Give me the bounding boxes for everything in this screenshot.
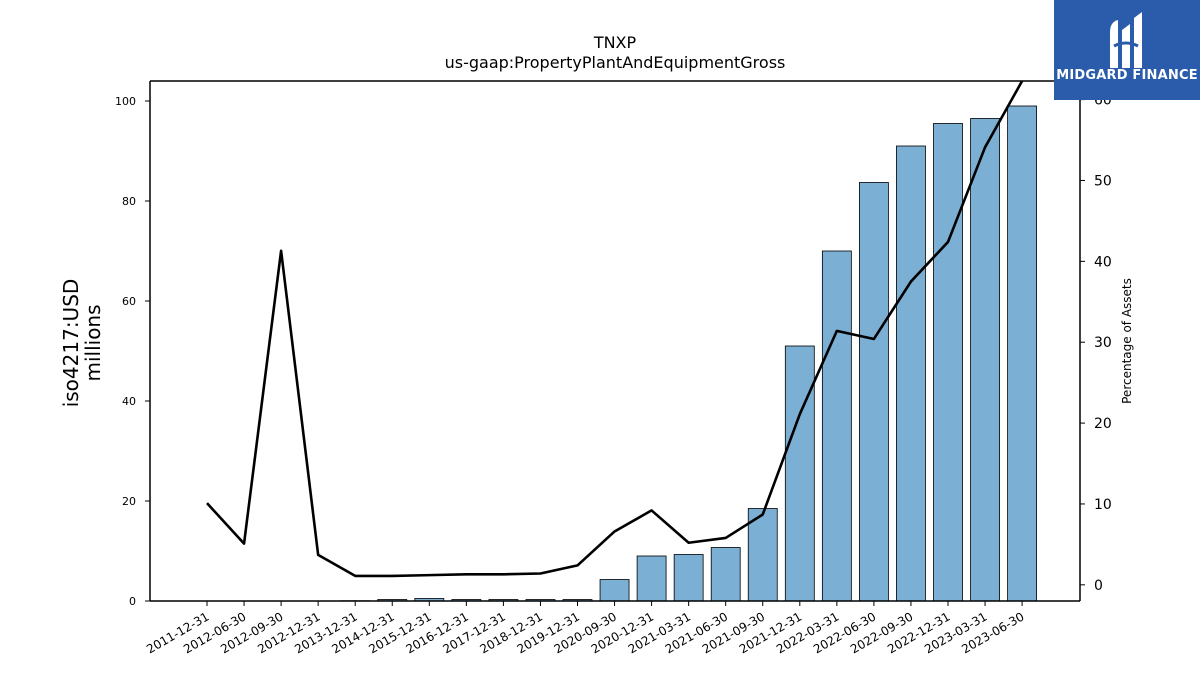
y-right-tick-label: 10 xyxy=(1094,497,1112,513)
percentage-of-assets-line xyxy=(206,80,1024,578)
brand-name: MIDGARD FINANCE xyxy=(1056,68,1198,83)
y-axis-left-label: iso4217:USD xyxy=(59,279,83,408)
chart-subtitle: us-gaap:PropertyPlantAndEquipmentGross xyxy=(445,53,786,72)
y-axis-left-label-group: iso4217:USD millions xyxy=(59,279,105,408)
y-left-tick-label: 0 xyxy=(129,595,136,608)
y-left-tick-label: 60 xyxy=(122,295,136,308)
bar-2022-03-31 xyxy=(821,250,852,602)
bar-2023-06-30 xyxy=(1007,105,1037,602)
brand-logo: MIDGARD FINANCE xyxy=(1054,0,1200,100)
bar-2023-03-31 xyxy=(970,118,1000,602)
y-right-tick-label: 0 xyxy=(1094,578,1103,594)
midgard-logo-icon xyxy=(1110,12,1142,68)
y-right-tick-label: 30 xyxy=(1094,335,1112,351)
bar-2020-09-30 xyxy=(599,579,630,602)
bar-2022-12-31 xyxy=(933,123,963,602)
y-left-tick-label: 100 xyxy=(115,95,136,108)
chart-title: TNXP xyxy=(593,33,637,52)
y-left-tick-label: 80 xyxy=(122,195,136,208)
y-right-tick-label: 40 xyxy=(1094,254,1112,270)
y-axis-right-label: Percentage of Assets xyxy=(1120,278,1134,404)
bar-2021-09-30 xyxy=(747,508,778,602)
y-right-tick-label: 50 xyxy=(1094,173,1112,189)
bar-2021-03-31 xyxy=(673,554,704,602)
bar-2022-09-30 xyxy=(896,145,926,602)
bar-2021-06-30 xyxy=(710,547,741,602)
y-left-tick-label: 20 xyxy=(122,495,136,508)
bar-2020-12-31 xyxy=(636,555,667,602)
bar-2022-06-30 xyxy=(859,182,889,602)
y-left-tick-label: 40 xyxy=(122,395,136,408)
bar-2021-12-31 xyxy=(784,345,815,602)
y-axis-left-unit: millions xyxy=(81,304,105,381)
y-right-tick-label: 20 xyxy=(1094,416,1112,432)
